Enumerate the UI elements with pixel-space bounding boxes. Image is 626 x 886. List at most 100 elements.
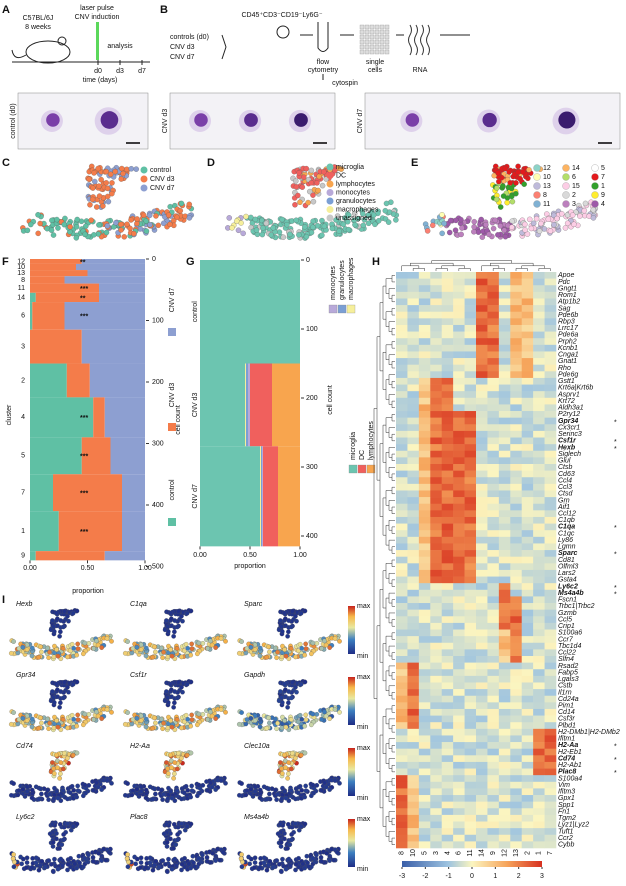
heatmap-cell bbox=[533, 577, 545, 584]
cell-dot bbox=[107, 850, 111, 854]
heatmap-cell bbox=[430, 775, 442, 782]
heatmap-cell bbox=[465, 490, 477, 497]
cell-dot bbox=[341, 222, 346, 227]
heatmap-cell bbox=[430, 570, 442, 577]
panel-label: A bbox=[2, 4, 10, 16]
legend-label: monocytes bbox=[330, 266, 337, 300]
label: cytometry bbox=[308, 67, 339, 74]
cell-dot bbox=[265, 797, 269, 801]
heatmap-cell bbox=[419, 808, 431, 815]
cell-dot bbox=[329, 847, 333, 851]
cell-dot bbox=[234, 219, 239, 224]
heatmap-cell bbox=[419, 828, 431, 835]
heatmap-cell bbox=[396, 603, 408, 610]
cell-dot bbox=[97, 193, 102, 198]
heatmap-cell bbox=[499, 490, 511, 497]
cell-dot bbox=[282, 837, 286, 841]
cell-dot bbox=[71, 682, 75, 686]
heatmap-cell bbox=[487, 696, 499, 703]
cell-dot bbox=[152, 787, 156, 791]
cell-dot bbox=[304, 647, 308, 651]
heatmap-cell bbox=[465, 815, 477, 822]
cell-dot bbox=[196, 856, 200, 860]
cell-dot bbox=[72, 717, 76, 721]
heatmap-cell bbox=[396, 649, 408, 656]
cell-dot bbox=[314, 180, 319, 185]
cell-dot bbox=[551, 222, 556, 227]
cell-dot bbox=[459, 225, 464, 230]
well bbox=[370, 25, 374, 29]
heatmap-cell bbox=[430, 543, 442, 550]
cell-dot bbox=[105, 707, 109, 711]
heatmap-cell bbox=[522, 351, 534, 358]
heatmap-cell bbox=[510, 689, 522, 696]
cell-dot bbox=[51, 695, 55, 699]
cell-dot bbox=[332, 858, 336, 862]
cell-dot bbox=[96, 184, 101, 189]
cell-dot bbox=[164, 760, 168, 764]
heatmap-cell bbox=[430, 537, 442, 544]
heatmap-cell bbox=[407, 484, 419, 491]
cell-dot bbox=[179, 821, 183, 825]
heatmap-cell bbox=[419, 689, 431, 696]
heatmap-cell bbox=[510, 438, 522, 445]
cell-dot bbox=[319, 788, 323, 792]
cell-dot bbox=[55, 765, 59, 769]
heatmap-cell bbox=[430, 371, 442, 378]
heatmap-cell bbox=[396, 371, 408, 378]
cell-dot bbox=[287, 689, 291, 693]
heatmap-cell bbox=[430, 365, 442, 372]
heatmap-cell bbox=[487, 722, 499, 729]
bar-segment bbox=[65, 302, 146, 330]
cell-dot bbox=[120, 171, 125, 176]
well bbox=[380, 35, 384, 39]
legend-swatch bbox=[338, 305, 346, 313]
heatmap-cell bbox=[487, 603, 499, 610]
heatmap-cell bbox=[407, 398, 419, 405]
heatmap-cell bbox=[487, 464, 499, 471]
heatmap-cell bbox=[499, 398, 511, 405]
heatmap-cell bbox=[465, 497, 477, 504]
cell-dot bbox=[316, 188, 321, 193]
heatmap-cell bbox=[533, 583, 545, 590]
heatmap-cell bbox=[407, 490, 419, 497]
cell-dot bbox=[87, 641, 91, 645]
cell-dot bbox=[104, 230, 109, 235]
cell-dot bbox=[89, 218, 94, 223]
heatmap-cell bbox=[545, 577, 557, 584]
heatmap-cell bbox=[533, 782, 545, 789]
heatmap-cell bbox=[453, 656, 465, 663]
heatmap-cell bbox=[453, 272, 465, 279]
cell-dot bbox=[119, 176, 124, 181]
cell-dot bbox=[493, 218, 498, 223]
heatmap-cell bbox=[430, 610, 442, 617]
cell-dot bbox=[319, 859, 323, 863]
heatmap-cell bbox=[510, 497, 522, 504]
heatmap-cell bbox=[499, 418, 511, 425]
heatmap-cell bbox=[510, 424, 522, 431]
heatmap-cell bbox=[545, 431, 557, 438]
legend-swatch bbox=[327, 164, 334, 171]
heatmap-cell bbox=[453, 338, 465, 345]
cell-dot bbox=[144, 725, 148, 729]
cell-dot bbox=[190, 789, 194, 793]
heatmap-cell bbox=[510, 841, 522, 848]
x-tick-label: 9 bbox=[490, 851, 497, 855]
legend-swatch bbox=[563, 192, 570, 199]
heatmap-cell bbox=[396, 696, 408, 703]
well bbox=[380, 45, 384, 49]
heatmap-cell bbox=[522, 590, 534, 597]
heatmap-cell bbox=[407, 418, 419, 425]
heatmap-cell bbox=[442, 709, 454, 716]
cell-dot bbox=[294, 184, 299, 189]
cell-dot bbox=[505, 200, 510, 205]
heatmap-cell bbox=[419, 676, 431, 683]
cell-dot bbox=[299, 682, 303, 686]
heatmap-cell bbox=[533, 563, 545, 570]
heatmap-cell bbox=[465, 371, 477, 378]
cell-dot bbox=[285, 634, 289, 638]
cell-dot bbox=[153, 721, 157, 725]
cell-dot bbox=[279, 840, 283, 844]
cell-dot bbox=[289, 832, 293, 836]
cell-dot bbox=[51, 840, 55, 844]
